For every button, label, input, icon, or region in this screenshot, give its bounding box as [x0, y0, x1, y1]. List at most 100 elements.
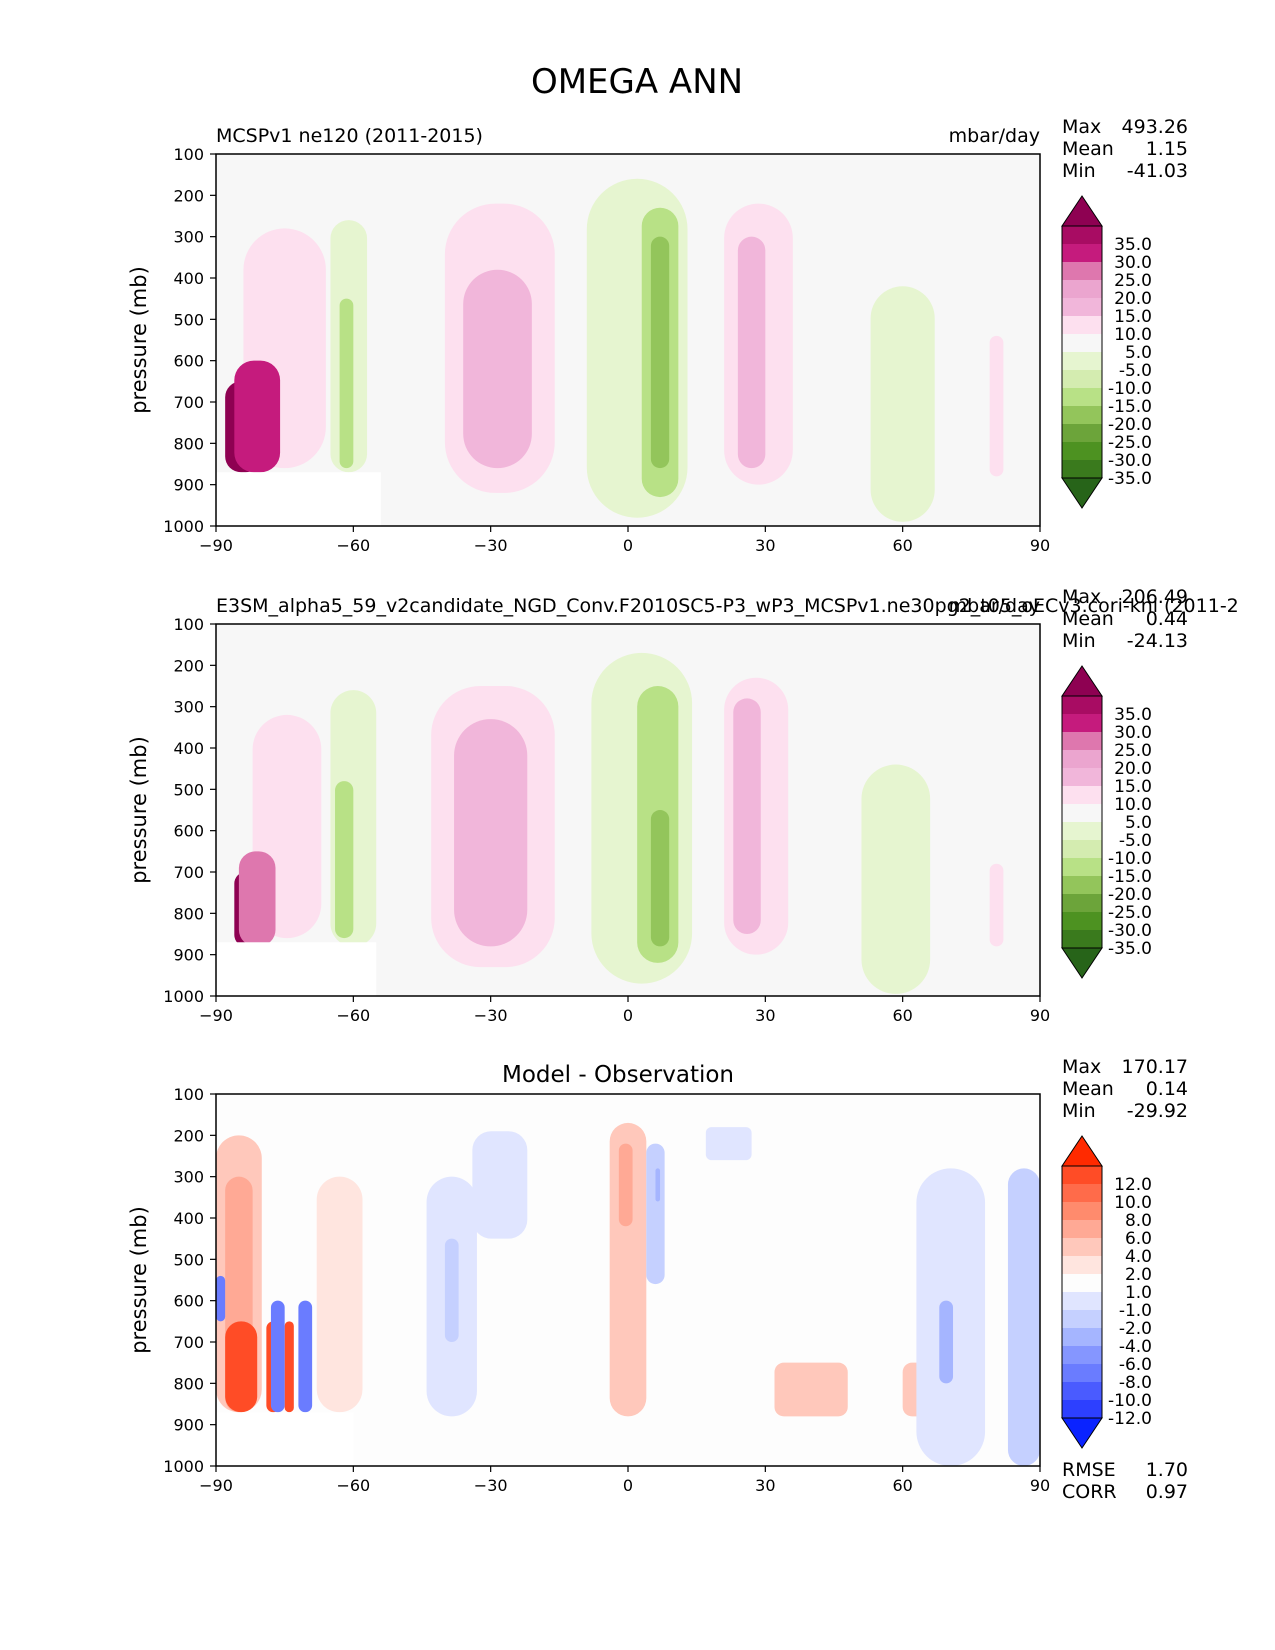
missing-data-region — [216, 942, 377, 996]
x-tick-label: −30 — [474, 536, 508, 555]
colorbar-segment — [1062, 732, 1102, 750]
colorbar-segment — [1062, 786, 1102, 804]
y-tick-label: 900 — [173, 946, 204, 965]
y-tick-label: 100 — [173, 145, 204, 164]
x-tick-label: 60 — [892, 1006, 912, 1025]
panel-3: −90 −60 −30 0 30 60 90 100 200 300 400 500 600 700 800… — [127, 1056, 1188, 1503]
stat-min-value: -41.03 — [1127, 160, 1188, 182]
y-axis-label: pressure (mb) — [127, 266, 151, 414]
colorbar-frame — [1061, 1165, 1103, 1419]
y-tick-label: 700 — [173, 863, 204, 882]
stat-min-value: -24.13 — [1127, 630, 1188, 652]
contour-region — [270, 1300, 285, 1413]
y-tick-label: 800 — [173, 904, 204, 923]
colorbar-label: -10.0 — [1108, 379, 1152, 399]
stat-min-label: Min — [1062, 1100, 1096, 1122]
panel-title: MCSPv1 ne120 (2011-2015) — [216, 125, 483, 147]
colorbar-label: 35.0 — [1114, 705, 1152, 725]
colorbar-label: 20.0 — [1114, 759, 1152, 779]
y-tick-label: 500 — [173, 310, 204, 329]
x-tick-label: −60 — [336, 536, 370, 555]
colorbar-label: 8.0 — [1125, 1211, 1152, 1231]
colorbar-label: 10.0 — [1114, 325, 1152, 345]
colorbar-label: 30.0 — [1114, 723, 1152, 743]
colorbar-label: -1.0 — [1119, 1301, 1152, 1321]
contour-region — [339, 298, 354, 469]
contour-region — [737, 236, 766, 469]
colorbar-frame — [1061, 695, 1103, 949]
colorbar-label: 10.0 — [1114, 795, 1152, 815]
colorbar-label: -5.0 — [1119, 831, 1152, 851]
y-tick-label: 1000 — [163, 987, 204, 1006]
colorbar-label: 5.0 — [1125, 813, 1152, 833]
missing-data-region — [216, 1412, 354, 1466]
colorbar-label: 5.0 — [1125, 343, 1152, 363]
colorbar-label: -8.0 — [1119, 1373, 1152, 1393]
colorbar-segment — [1062, 442, 1102, 460]
colorbar-label: -20.0 — [1108, 415, 1152, 435]
colorbar-label: -10.0 — [1108, 1391, 1152, 1411]
x-tick-label: −30 — [474, 1006, 508, 1025]
contour-field — [216, 652, 1004, 996]
colorbar-segment — [1062, 406, 1102, 424]
colorbar-segment — [1062, 226, 1102, 244]
stat-max-label: Max — [1062, 116, 1101, 138]
y-tick-label: 300 — [173, 228, 204, 247]
y-tick-label: 1000 — [163, 1457, 204, 1476]
x-tick-label: 90 — [1030, 1006, 1050, 1025]
contour-region — [774, 1362, 848, 1417]
contour-region — [225, 1321, 258, 1413]
stat-mean-label: Mean — [1062, 1078, 1114, 1100]
contour-region — [454, 719, 528, 947]
x-tick-label: 30 — [755, 1476, 775, 1495]
x-tick-label: 30 — [755, 1006, 775, 1025]
units-label: mbar/day — [949, 125, 1040, 147]
colorbar-segment — [1062, 1292, 1102, 1310]
figure-title: OMEGA ANN — [531, 62, 743, 102]
contour-field — [216, 1122, 1040, 1466]
contour-region — [1007, 1168, 1040, 1466]
colorbar-segment — [1062, 280, 1102, 298]
stat-mean-label: Mean — [1062, 608, 1114, 630]
corr-label: CORR — [1062, 1481, 1117, 1503]
colorbar-segment — [1062, 714, 1102, 732]
y-tick-label: 200 — [173, 186, 204, 205]
colorbar-label: 12.0 — [1114, 1175, 1152, 1195]
colorbar-label: -6.0 — [1119, 1355, 1152, 1375]
colorbar-segment — [1062, 1400, 1102, 1418]
colorbar-segment — [1062, 1238, 1102, 1256]
colorbar-label: 30.0 — [1114, 253, 1152, 273]
y-tick-label: 700 — [173, 393, 204, 412]
x-tick-label: 60 — [892, 536, 912, 555]
y-tick-label: 600 — [173, 1292, 204, 1311]
x-tick-label: −90 — [199, 1476, 233, 1495]
y-tick-label: 800 — [173, 434, 204, 453]
contour-region — [939, 1300, 954, 1384]
colorbar-label: 20.0 — [1114, 289, 1152, 309]
colorbar-segment — [1062, 316, 1102, 334]
x-tick-label: 30 — [755, 536, 775, 555]
stat-mean-value: 0.44 — [1146, 608, 1188, 630]
colorbar-segment — [1062, 424, 1102, 442]
colorbar-segment — [1062, 262, 1102, 280]
colorbar-segment — [1062, 244, 1102, 262]
colorbar-segment — [1062, 370, 1102, 388]
colorbar: 35.030.025.020.015.010.05.0-5.0-10.0-15.… — [1061, 195, 1152, 509]
colorbar-label: 15.0 — [1114, 307, 1152, 327]
colorbar-label: -30.0 — [1108, 921, 1152, 941]
colorbar-label: -35.0 — [1108, 469, 1152, 489]
colorbar-segment — [1062, 822, 1102, 840]
y-tick-label: 500 — [173, 1250, 204, 1269]
colorbar-segment — [1062, 1310, 1102, 1328]
x-tick-label: 60 — [892, 1476, 912, 1495]
panel-title: Model - Observation — [502, 1062, 734, 1088]
contour-region — [316, 1176, 363, 1413]
stat-max-label: Max — [1062, 1056, 1101, 1078]
colorbar-label: -5.0 — [1119, 361, 1152, 381]
missing-data-region — [216, 472, 381, 526]
contour-region — [216, 1275, 226, 1322]
colorbar-segment — [1062, 1346, 1102, 1364]
colorbar-extend-max — [1061, 1135, 1103, 1167]
contour-region — [705, 1127, 752, 1161]
contour-field — [216, 178, 1004, 526]
